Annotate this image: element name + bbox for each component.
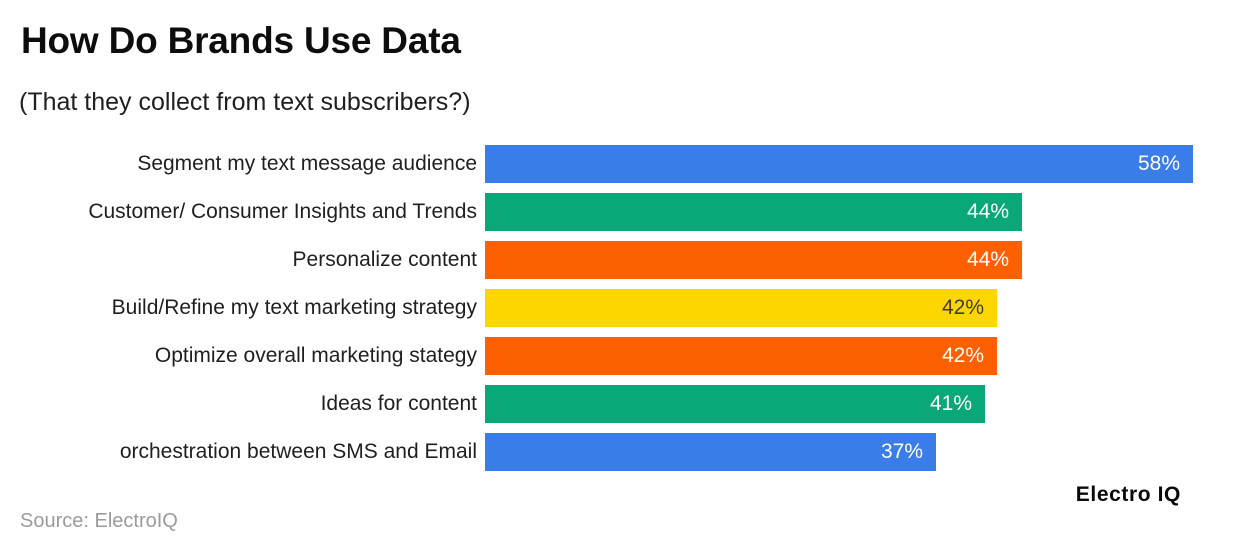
bar-value-label: 42% [941,296,984,319]
source-note: Source: ElectroIQ [20,510,178,532]
bar-category-label: orchestration between SMS and Email [119,440,477,463]
bar-chart: Segment my text message audience 58% Custo… [0,140,1240,476]
bar-category-label: Customer/ Consumer Insights and Trends [88,200,477,223]
bar-value-label: 41% [929,392,972,415]
brand-logo: Electro IQ [1075,483,1181,506]
bar-value-label: 58% [1137,152,1180,175]
bar-category-label: Build/Refine my text marketing strategy [111,296,477,319]
chart-row: Personalize content 44% [0,236,1240,284]
bar-category-label: Personalize content [292,248,477,271]
bar: 42% [485,289,997,327]
bar-value-label: 37% [880,440,923,463]
page-subtitle: (That they collect from text subscribers… [19,88,471,116]
bar: 37% [485,433,936,471]
page-title: How Do Brands Use Data [21,20,461,61]
chart-row: Ideas for content 41% [0,380,1240,428]
chart-row: Build/Refine my text marketing strategy 4… [0,284,1240,332]
bar: 44% [485,193,1022,231]
bar: 42% [485,337,997,375]
bar-category-label: Segment my text message audience [137,152,477,175]
bar: 58% [485,145,1193,183]
chart-row: orchestration between SMS and Email 37% [0,428,1240,476]
bar-value-label: 44% [966,248,1009,271]
bar-value-label: 42% [941,344,984,367]
chart-row: Customer/ Consumer Insights and Trends 44… [0,188,1240,236]
bar-category-label: Optimize overall marketing stategy [154,344,477,367]
bar: 44% [485,241,1022,279]
bar: 41% [485,385,985,423]
chart-row: Optimize overall marketing stategy 42% [0,332,1240,380]
bar-category-label: Ideas for content [320,392,477,415]
bar-value-label: 44% [966,200,1009,223]
chart-row: Segment my text message audience 58% [0,140,1240,188]
